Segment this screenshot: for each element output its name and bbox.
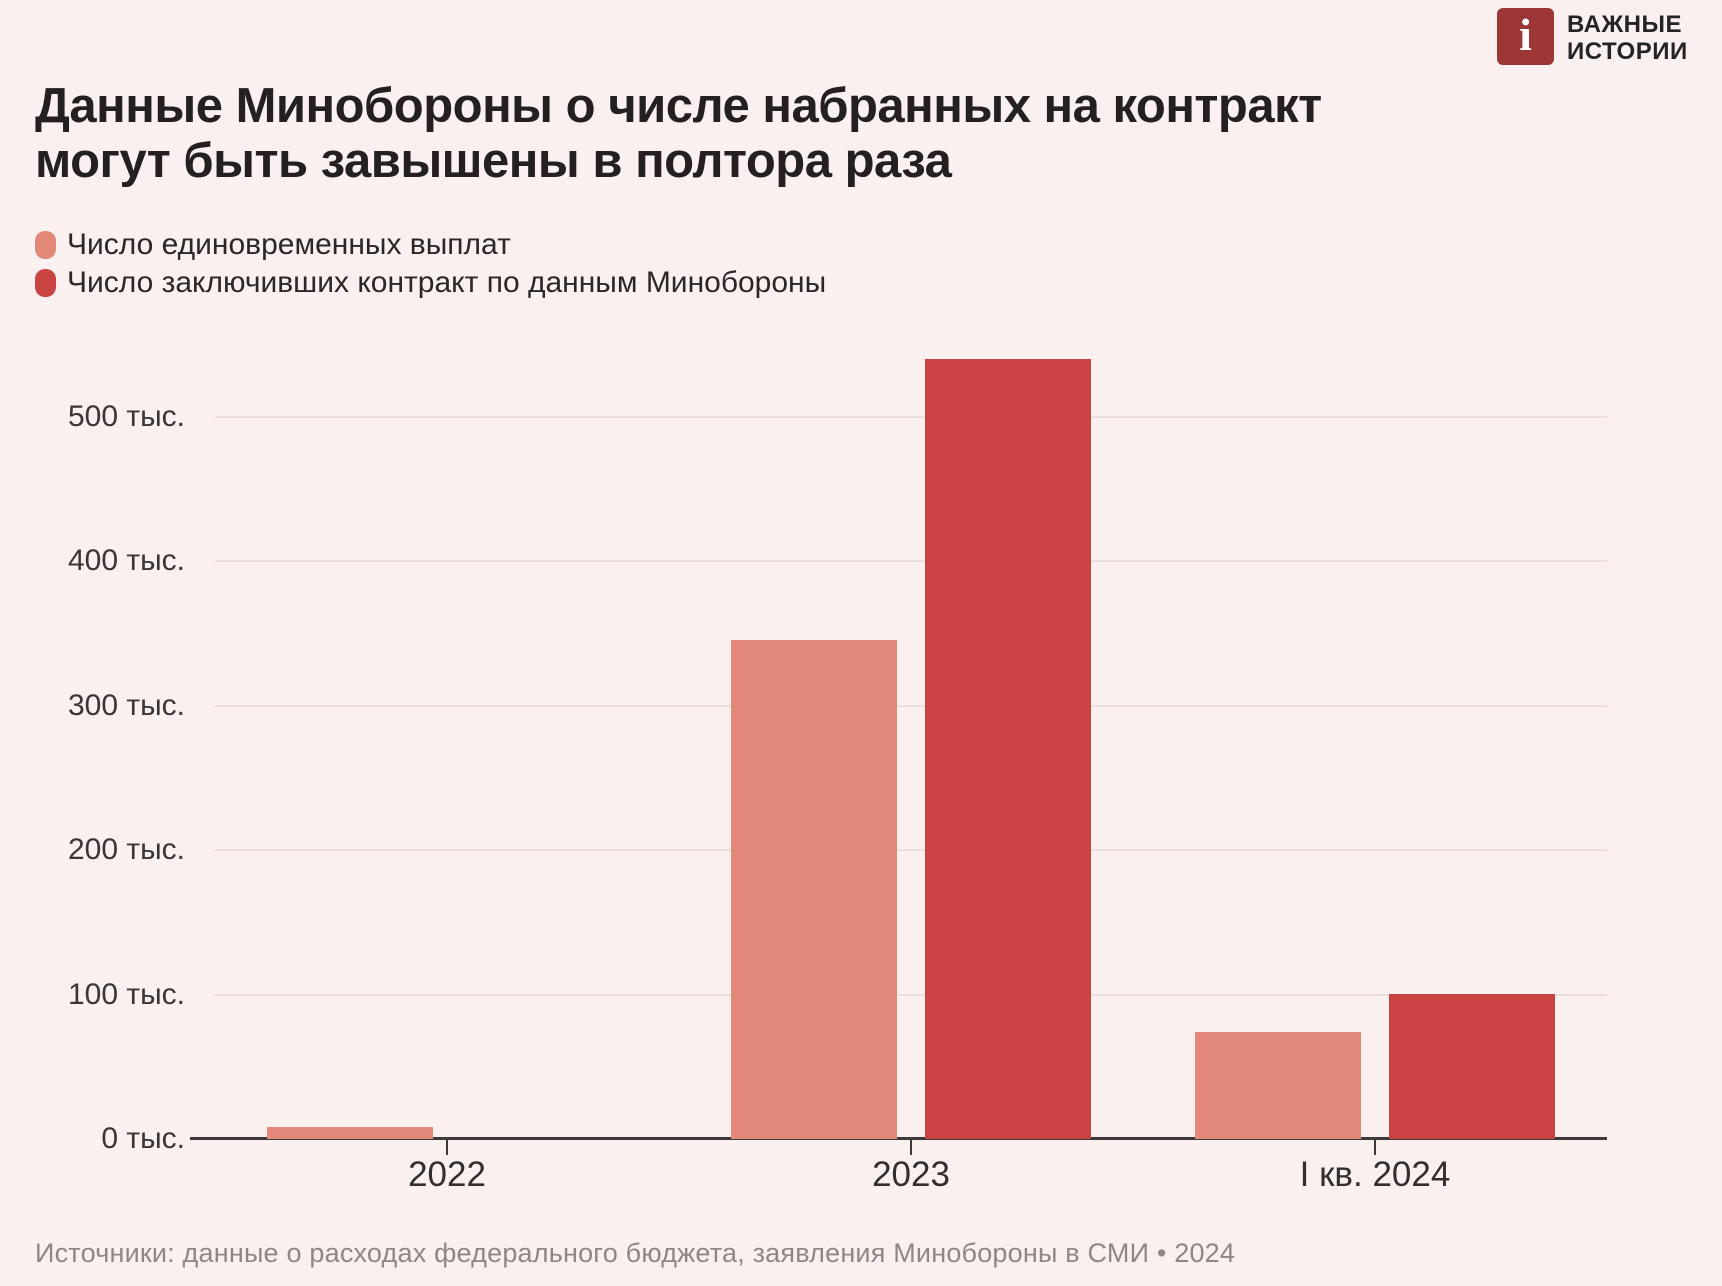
gridline-500 [215, 415, 1607, 418]
y-axis-label-0: 0 тыс. [101, 1122, 185, 1155]
y-axis-label-200: 200 тыс. [67, 833, 185, 866]
bar-Iк2024-mod-contracts [1389, 994, 1555, 1139]
gridline-100 [215, 993, 1607, 996]
x-axis-tick-2 [1374, 1140, 1376, 1155]
bar-2022-payments [267, 1127, 433, 1139]
x-axis-label-2: I кв. 2024 [1299, 1155, 1451, 1194]
bar-2023-mod-contracts [925, 359, 1091, 1139]
x-axis-line [190, 1137, 1607, 1140]
chart-title-line1: Данные Минобороны о числе набранных на к… [35, 79, 1322, 133]
y-axis-label-400: 400 тыс. [67, 544, 185, 577]
x-axis-tick-1 [910, 1140, 912, 1155]
brand-logo: i ВАЖНЫЕ ИСТОРИИ [1497, 8, 1688, 65]
legend-label-payments: Число единовременных выплат [67, 228, 511, 261]
x-axis-label-1: 2023 [872, 1155, 950, 1194]
legend-swatch-payments [35, 231, 56, 259]
y-axis-label-500: 500 тыс. [67, 399, 185, 433]
brand-name-line2: ИСТОРИИ [1567, 38, 1688, 65]
legend-item-mod-contracts: Число заключивших контракт по данным Мин… [35, 264, 826, 302]
chart-title: Данные Минобороны о числе набранных на к… [35, 79, 1535, 189]
legend-swatch-mod-contracts [35, 269, 56, 297]
gridline-400 [215, 560, 1607, 562]
gridline-200 [215, 849, 1607, 851]
brand-name-line1: ВАЖНЫЕ [1567, 11, 1682, 38]
x-axis-label-0: 2022 [408, 1155, 486, 1194]
y-axis-label-300: 300 тыс. [67, 688, 185, 722]
istories-i-icon: i [1497, 8, 1554, 65]
y-axis-label-100: 100 тыс. [67, 977, 185, 1011]
chart-legend: Число единовременных выплат Число заключ… [35, 226, 826, 302]
bar-Iк2024-payments [1195, 1032, 1361, 1139]
chart-title-line2: могут быть завышены в полтора раза [35, 134, 952, 188]
brand-name: ВАЖНЫЕ ИСТОРИИ [1567, 8, 1688, 65]
bar-2023-payments [731, 640, 897, 1139]
legend-item-payments: Число единовременных выплат [35, 226, 826, 264]
x-axis-tick-0 [446, 1140, 448, 1155]
legend-label-mod-contracts: Число заключивших контракт по данным Мин… [67, 266, 827, 299]
source-note: Источники: данные о расходах федеральног… [35, 1238, 1236, 1268]
gridline-300 [215, 704, 1607, 707]
